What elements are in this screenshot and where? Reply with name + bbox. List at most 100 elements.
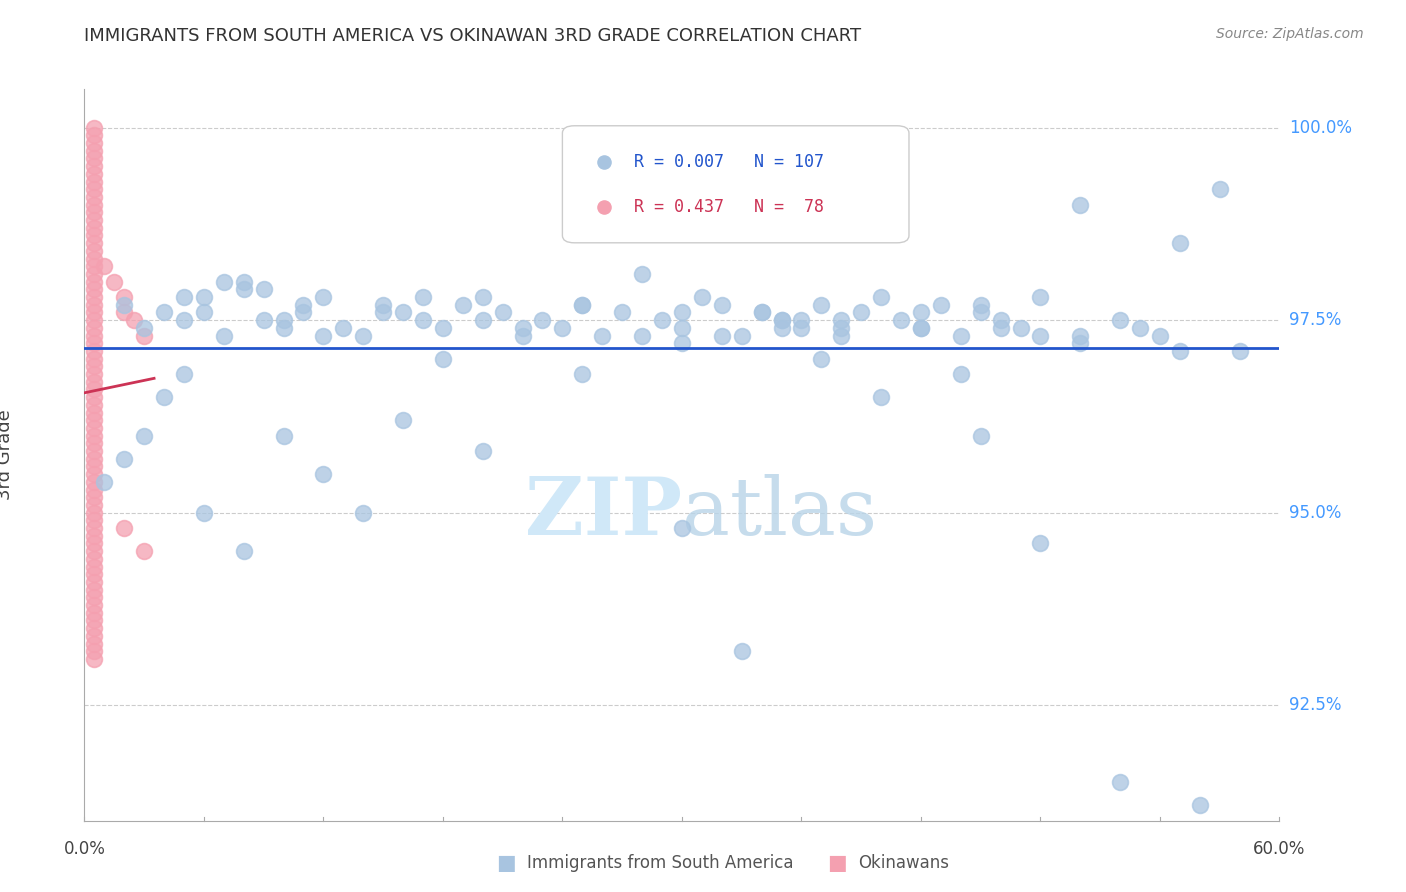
Point: [392, 305, 415, 319]
Point: [253, 313, 276, 327]
Point: [83, 152, 105, 166]
Point: [1129, 321, 1152, 335]
Point: [1010, 321, 1032, 335]
Point: [83, 498, 105, 512]
Text: ZIP: ZIP: [524, 475, 682, 552]
Point: [273, 321, 295, 335]
Point: [83, 652, 105, 666]
Point: [83, 559, 105, 574]
Text: atlas: atlas: [682, 475, 877, 552]
Point: [83, 197, 105, 211]
Point: [292, 305, 315, 319]
Point: [83, 614, 105, 628]
Point: [990, 313, 1012, 327]
Point: [83, 244, 105, 258]
Text: Immigrants from South America: Immigrants from South America: [527, 855, 794, 872]
Point: [122, 313, 145, 327]
Point: [83, 475, 105, 489]
Point: [83, 275, 105, 289]
Point: [83, 290, 105, 304]
Point: [83, 328, 105, 343]
Point: [1029, 328, 1052, 343]
Text: 60.0%: 60.0%: [1253, 840, 1306, 858]
Point: [1069, 328, 1091, 343]
Point: [83, 606, 105, 620]
Point: [193, 506, 215, 520]
FancyBboxPatch shape: [562, 126, 908, 243]
Point: [83, 582, 105, 597]
Point: [232, 275, 254, 289]
Point: [83, 629, 105, 643]
Point: [273, 428, 295, 442]
Point: [1109, 313, 1132, 327]
Point: [83, 421, 105, 435]
Point: [83, 483, 105, 497]
Point: [83, 413, 105, 427]
Point: [610, 305, 633, 319]
Point: [83, 220, 105, 235]
Point: [352, 506, 374, 520]
Point: [512, 321, 534, 335]
Point: [83, 436, 105, 450]
Point: [671, 305, 693, 319]
Point: [571, 367, 593, 381]
Point: [83, 128, 105, 143]
Point: [83, 336, 105, 351]
Point: [83, 298, 105, 312]
Point: [83, 467, 105, 482]
Point: [292, 298, 315, 312]
Point: [830, 328, 852, 343]
Point: [471, 444, 494, 458]
Point: [990, 321, 1012, 335]
Point: [751, 305, 773, 319]
Point: [83, 644, 105, 658]
Point: [132, 544, 156, 558]
Text: Source: ZipAtlas.com: Source: ZipAtlas.com: [1216, 27, 1364, 41]
Point: [83, 120, 105, 135]
Point: [671, 336, 693, 351]
Text: 97.5%: 97.5%: [1289, 311, 1341, 329]
Point: [1029, 290, 1052, 304]
Point: [83, 136, 105, 150]
Point: [83, 182, 105, 196]
Point: [870, 290, 893, 304]
Point: [112, 290, 135, 304]
Point: [83, 390, 105, 404]
Point: [83, 383, 105, 397]
Point: [83, 506, 105, 520]
Point: [83, 282, 105, 296]
Point: [949, 367, 972, 381]
Point: [83, 574, 105, 589]
Point: [970, 428, 993, 442]
Point: [173, 313, 195, 327]
Point: [83, 406, 105, 420]
Point: [83, 591, 105, 605]
Point: [83, 144, 105, 158]
Point: [412, 290, 434, 304]
Point: [432, 351, 454, 366]
Point: [83, 190, 105, 204]
Point: [830, 313, 852, 327]
Text: ■: ■: [496, 854, 516, 873]
Point: [531, 313, 554, 327]
Text: Okinawans: Okinawans: [858, 855, 949, 872]
Point: [571, 298, 593, 312]
Text: 0.0%: 0.0%: [63, 840, 105, 858]
Point: [83, 321, 105, 335]
Point: [83, 398, 105, 412]
Point: [1168, 236, 1191, 251]
Point: [731, 328, 754, 343]
Point: [830, 321, 852, 335]
Point: [471, 313, 494, 327]
Point: [332, 321, 354, 335]
Point: [710, 328, 733, 343]
Point: [83, 343, 105, 358]
Point: [132, 328, 156, 343]
Point: [83, 313, 105, 327]
Point: [770, 313, 793, 327]
Point: [352, 328, 374, 343]
Point: [770, 313, 793, 327]
Text: R = 0.007   N = 107: R = 0.007 N = 107: [634, 153, 824, 170]
Point: [93, 260, 115, 274]
Point: [83, 228, 105, 243]
